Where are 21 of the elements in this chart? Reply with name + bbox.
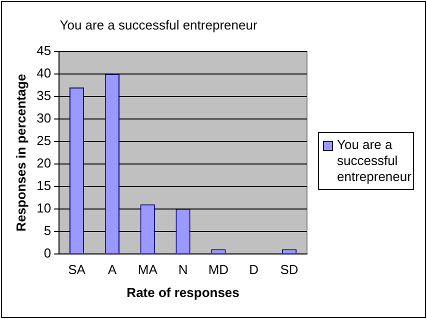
x-tick-label: MA (138, 262, 158, 278)
y-tick-label: 25 (36, 133, 52, 148)
x-tick-label: D (249, 262, 259, 278)
y-tick-label: 5 (44, 222, 52, 238)
legend-label: You are a successful entrepreneur (337, 137, 412, 185)
y-tick-label: 15 (36, 178, 52, 193)
x-tick-label: SA (68, 262, 86, 278)
y-axis-title: Responses in percentage (13, 74, 28, 232)
y-tick-label: 20 (36, 156, 52, 171)
x-tick-label: SD (280, 262, 298, 278)
y-tick-label: 30 (36, 110, 52, 126)
x-tick-label: A (108, 262, 117, 278)
y-tick-label: 45 (36, 43, 52, 58)
x-axis-title: Rate of responses (126, 284, 240, 300)
y-tick-label: 10 (36, 200, 52, 216)
y-tick-label: 40 (36, 66, 52, 81)
x-tick-label: MD (208, 262, 229, 278)
x-tick-label: N (178, 262, 188, 278)
y-tick-label: 0 (44, 245, 52, 260)
y-tick-label: 35 (36, 88, 52, 104)
chart-title: You are a successful entrepreneur (60, 17, 258, 32)
